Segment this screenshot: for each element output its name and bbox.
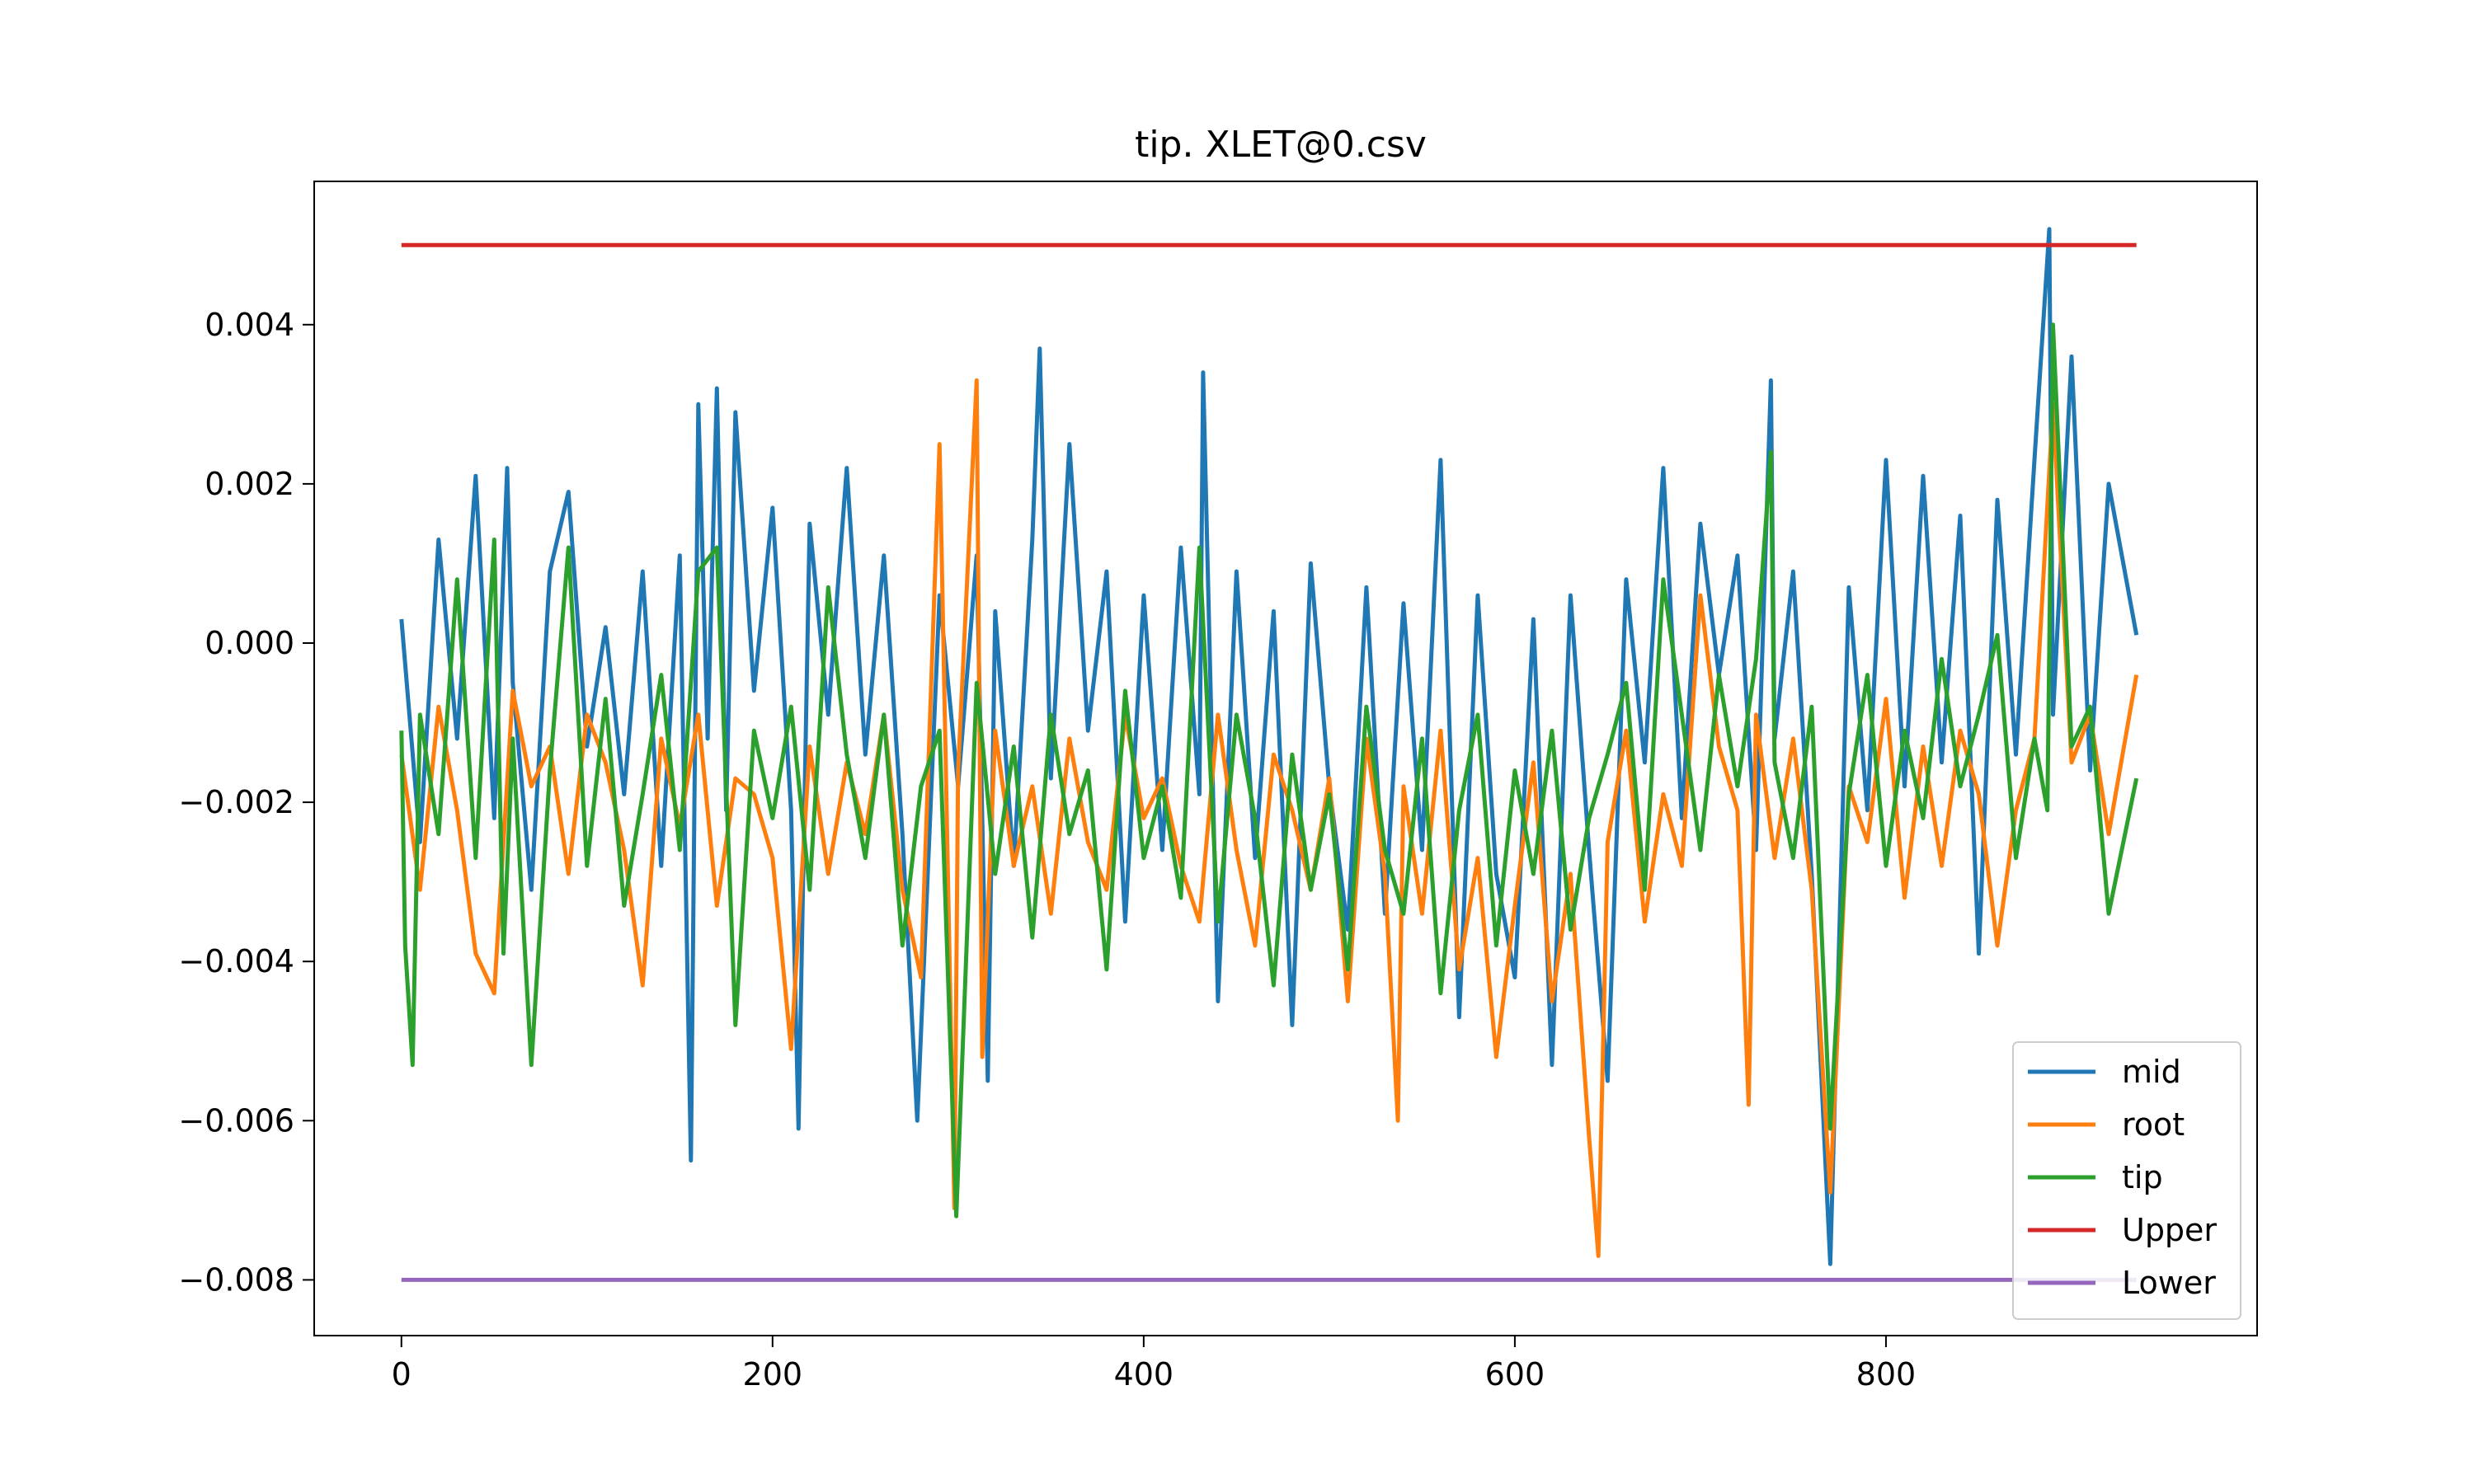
legend-label-upper: Upper xyxy=(2122,1212,2217,1248)
series-line-tip xyxy=(399,322,2139,1219)
legend-label-mid: mid xyxy=(2122,1054,2181,1090)
chart-title: tip. XLET@0.csv xyxy=(1135,124,1427,166)
legend: mid root tip Upper Lower xyxy=(2012,1041,2241,1320)
x-tick-label: 200 xyxy=(743,1356,803,1392)
x-axis: 0 200 400 600 800 xyxy=(392,1336,1917,1392)
series-line-root xyxy=(399,378,2139,1258)
legend-box xyxy=(2012,1041,2241,1320)
plot-area-frame xyxy=(313,181,2258,1336)
legend-label-lower: Lower xyxy=(2122,1265,2216,1301)
y-tick-label: 0.004 xyxy=(205,307,294,343)
x-tick-label: 600 xyxy=(1485,1356,1545,1392)
series-line-mid xyxy=(399,227,2139,1266)
y-axis: 0.004 0.002 0.000 −0.002 −0.004 −0.006 −0.008 xyxy=(178,307,314,1298)
x-tick-label: 400 xyxy=(1114,1356,1174,1392)
y-tick-label: −0.002 xyxy=(178,784,294,820)
y-tick-label: −0.004 xyxy=(178,943,294,979)
x-tick-label: 800 xyxy=(1856,1356,1917,1392)
legend-label-root: root xyxy=(2122,1106,2185,1143)
series-layer xyxy=(399,227,2139,1282)
y-tick-label: −0.006 xyxy=(178,1102,294,1139)
legend-label-tip: tip xyxy=(2122,1159,2163,1195)
y-tick-label: 0.000 xyxy=(205,625,294,661)
y-tick-label: −0.008 xyxy=(178,1261,294,1298)
y-tick-label: 0.002 xyxy=(205,466,294,502)
x-tick-label: 0 xyxy=(392,1356,412,1392)
